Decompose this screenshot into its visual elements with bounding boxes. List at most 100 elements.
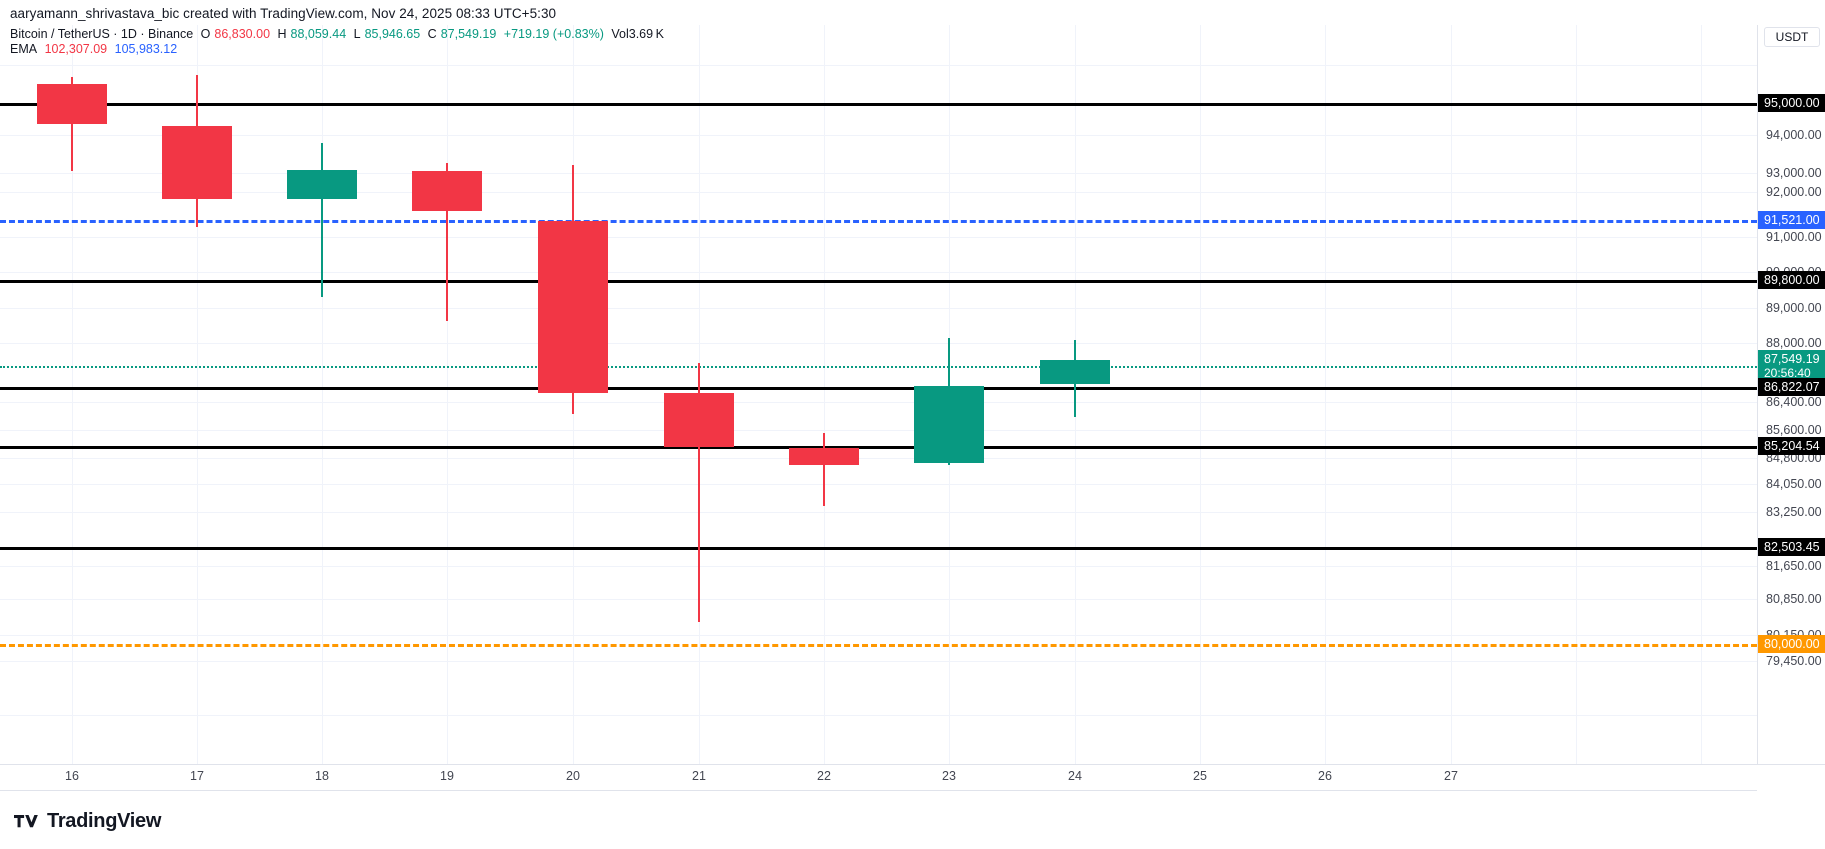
price-tick-label: 79,450.00 [1766,654,1822,668]
line-89800[interactable] [0,280,1757,283]
price-tick-label: 83,250.00 [1766,505,1822,519]
chart-plot-area[interactable]: Bitcoin / TetherUS · 1D · Binance O 86,83… [0,25,1757,765]
line-82503[interactable] [0,547,1757,550]
time-tick-label: 20 [566,769,580,783]
grid-line-horizontal [0,661,1757,662]
grid-line-horizontal [0,308,1757,309]
candle-body [162,126,232,199]
grid-line-vertical [72,25,73,764]
grid-line-vertical [1200,25,1201,764]
grid-line-vertical [1325,25,1326,764]
legend-close-value: 87,549.19 [440,27,497,41]
time-tick-label: 26 [1318,769,1332,783]
line-86822[interactable] [0,387,1757,390]
price-badge-value: 95,000.00 [1764,96,1820,110]
line-80000[interactable] [0,644,1757,647]
candle-wick [698,363,700,622]
grid-line-horizontal [0,192,1757,193]
candle-body [664,393,734,447]
price-badge-91521[interactable]: 91,521.00 [1758,211,1825,229]
currency-badge[interactable]: USDT [1764,27,1820,47]
time-tick-label: 21 [692,769,706,783]
price-tick-label: 89,000.00 [1766,301,1822,315]
candle-body [37,84,107,124]
grid-line-vertical [447,25,448,764]
price-badge-countdown: 20:56:40 [1764,366,1811,380]
legend-close-label: C [427,27,437,41]
price-badge-value: 89,800.00 [1764,273,1820,287]
legend-ema-label[interactable]: EMA [10,42,38,56]
tradingview-branding: TradingView [14,810,161,833]
price-tick-label: 88,000.00 [1766,336,1822,350]
tradingview-brand-name: TradingView [47,810,162,832]
candle-wick [321,143,323,297]
price-scale[interactable]: USDT 94,000.00 93,000.00 92,000.00 91,000.0… [1757,25,1825,765]
grid-line-horizontal [0,402,1757,403]
legend-symbol[interactable]: Bitcoin / TetherUS · 1D · Binance [10,27,194,41]
grid-line-vertical [1701,25,1702,764]
time-tick-label: 22 [817,769,831,783]
grid-line-horizontal [0,566,1757,567]
grid-line-horizontal [0,715,1757,716]
price-badge-86822[interactable]: 86,822.07 [1758,378,1825,396]
price-badge-80000[interactable]: 80,000.00 [1758,635,1825,653]
price-tick-label: 81,650.00 [1766,559,1822,573]
grid-line-horizontal [0,237,1757,238]
candle-body [538,221,608,393]
price-badge-value: 85,204.54 [1764,439,1820,453]
legend-change: +719.19 (+0.83%) [503,27,604,41]
tradingview-logo-icon [14,815,38,828]
candle-body [1040,360,1110,384]
grid-line-horizontal [0,173,1757,174]
price-badge-95000[interactable]: 95,000.00 [1758,94,1825,112]
time-scale[interactable]: 16 17 18 19 20 21 22 23 24 25 26 27 [0,765,1757,791]
time-tick-label: 27 [1444,769,1458,783]
price-badge-value: 80,000.00 [1764,637,1820,651]
legend-ema-fast-value: 102,307.09 [44,42,108,56]
time-tick-label: 19 [440,769,454,783]
grid-line-horizontal [0,458,1757,459]
legend-open-value: 86,830.00 [214,27,271,41]
grid-line-horizontal [0,65,1757,66]
price-badge-last[interactable]: 87,549.19 20:56:40 [1758,350,1825,382]
price-badge-value: 87,549.19 [1764,352,1820,366]
legend-volume: Vol3.69 K [611,27,664,41]
price-tick-label: 85,600.00 [1766,423,1822,437]
grid-line-horizontal [0,272,1757,273]
price-badge-85204[interactable]: 85,204.54 [1758,437,1825,455]
grid-line-horizontal [0,484,1757,485]
grid-line-vertical [824,25,825,764]
price-tick-label: 91,000.00 [1766,230,1822,244]
line-95000[interactable] [0,103,1757,106]
candle-body [287,170,357,199]
legend-high-label: H [277,27,287,41]
grid-line-horizontal [0,430,1757,431]
price-tick-label: 92,000.00 [1766,185,1822,199]
legend-low-label: L [353,27,361,41]
legend-ema-slow-value: 105,983.12 [114,42,178,56]
legend-low-value: 85,946.65 [364,27,421,41]
candle-wick [823,433,825,506]
line-91521[interactable] [0,220,1757,223]
price-tick-label: 94,000.00 [1766,128,1822,142]
grid-line-vertical [197,25,198,764]
price-tick-label: 84,050.00 [1766,477,1822,491]
time-tick-label: 25 [1193,769,1207,783]
candle-body [789,448,859,465]
legend-ohlc-row: Bitcoin / TetherUS · 1D · Binance O 86,83… [10,27,668,42]
grid-line-vertical [322,25,323,764]
price-badge-89800[interactable]: 89,800.00 [1758,271,1825,289]
line-87549[interactable] [0,366,1757,368]
price-tick-label: 80,850.00 [1766,592,1822,606]
price-badge-value: 86,822.07 [1764,380,1820,394]
time-tick-label: 18 [315,769,329,783]
price-badge-value: 91,521.00 [1764,213,1820,227]
price-tick-label: 86,400.00 [1766,395,1822,409]
line-85204[interactable] [0,446,1757,449]
price-badge-82503[interactable]: 82,503.45 [1758,538,1825,556]
legend-ema-row: EMA 102,307.09 105,983.12 [10,42,668,57]
grid-line-horizontal [0,635,1757,636]
grid-line-horizontal [0,135,1757,136]
candle-body [914,386,984,463]
